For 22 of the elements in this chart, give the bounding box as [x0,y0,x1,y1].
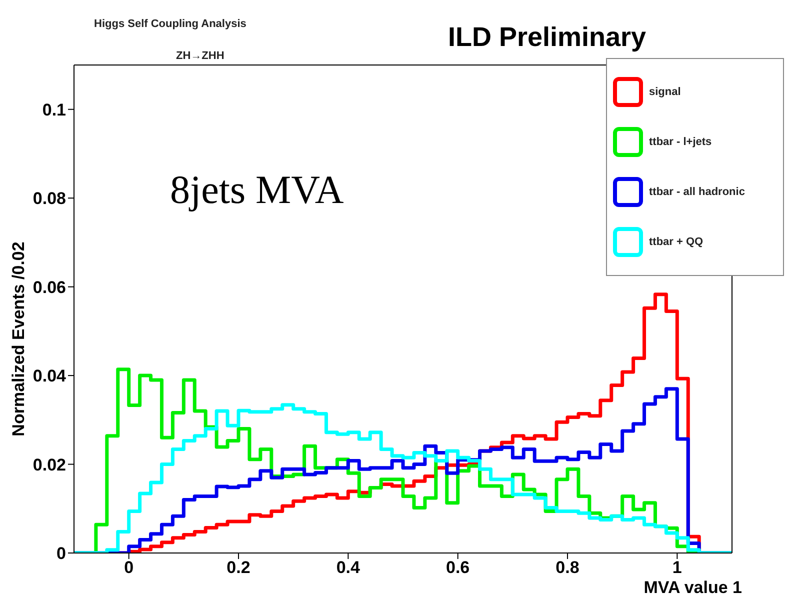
text: ZH→ZHH [176,50,224,62]
legend-label: ttbar + QQ [649,236,704,248]
x-tick-label: 0.2 [226,558,250,578]
y-tick-label: 0.08 [32,189,66,208]
y-tick-label: 0 [56,544,66,564]
x-axis-title: MVA value 1 [644,578,742,598]
legend-label: signal [649,86,681,98]
x-tick-label: 0.8 [556,558,580,578]
x-tick-label: 1 [672,558,682,578]
y-tick-label: 0.04 [32,366,67,386]
y-tick-label: 0.06 [32,278,66,297]
annotation: 8jets MVA [170,166,344,213]
chart-title: ILD Preliminary [448,22,646,53]
legend-label: ttbar - l+jets [649,136,712,148]
legend-label: ttbar - all hadronic [649,186,745,198]
y-tick-label: 0.02 [32,455,66,474]
text: Higgs Self Coupling Analysis [94,18,246,30]
y-tick-label: 0.1 [42,100,66,120]
y-axis-title: Normalized Events /0.02 [9,242,28,436]
x-tick-label: 0.4 [336,558,361,578]
x-tick-label: 0.6 [446,558,470,578]
x-tick-label: 0 [124,558,134,578]
